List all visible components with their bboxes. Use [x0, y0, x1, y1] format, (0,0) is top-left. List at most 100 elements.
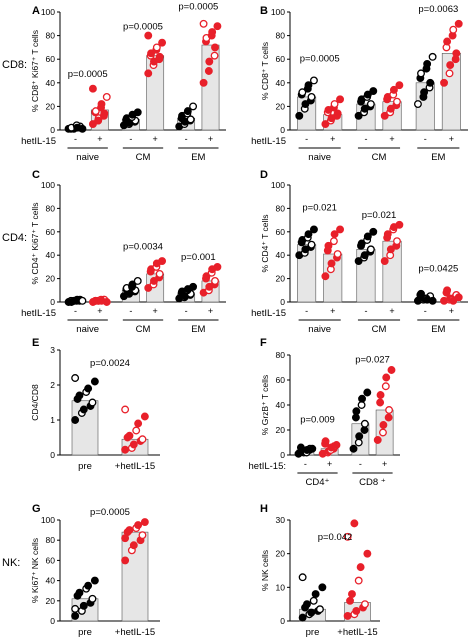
data-point — [363, 388, 372, 397]
treatment-sign: + — [389, 134, 394, 144]
data-point — [357, 401, 366, 409]
data-point — [121, 534, 130, 543]
y-tick-label: 20 — [276, 274, 286, 284]
data-point — [298, 88, 307, 97]
group-label: EM — [431, 152, 445, 163]
data-point — [132, 426, 141, 435]
data-point — [321, 120, 330, 129]
p-value-label: p=0.0005 — [90, 507, 130, 518]
data-point — [71, 416, 80, 424]
treatment-sign: + — [97, 306, 102, 316]
data-point — [343, 532, 352, 541]
p-value-label: p=0.027 — [355, 355, 390, 366]
panel-label: F — [260, 337, 267, 349]
treatment-sign: - — [305, 134, 308, 144]
data-point — [355, 432, 364, 441]
data-point — [134, 521, 143, 529]
data-point — [213, 262, 222, 271]
data-point — [102, 93, 111, 101]
y-axis-label: % CD4⁺ T cells — [260, 214, 270, 272]
data-point — [373, 436, 382, 444]
group-label: naive — [308, 152, 331, 163]
data-point — [393, 237, 401, 246]
data-point — [417, 289, 425, 298]
data-point — [307, 240, 316, 249]
data-point — [354, 576, 363, 585]
y-tick-label: 60 — [276, 375, 286, 385]
panel-h: H 0 10 20 30 % NK cells pre +hetIL-15 p=0.042 — [260, 503, 380, 638]
treatment-sign: - — [305, 306, 308, 316]
treatment-sign: + — [208, 134, 213, 144]
treatment-sign: - — [185, 134, 188, 144]
data-point — [204, 67, 213, 75]
data-point — [382, 373, 391, 382]
data-point — [333, 250, 342, 258]
group-label: pre — [78, 461, 92, 472]
data-point — [426, 78, 435, 87]
y-tick-label: 100 — [41, 515, 55, 525]
data-point — [78, 124, 87, 133]
p-value-label: p=0.042 — [318, 532, 353, 543]
group-label: pre — [78, 627, 92, 638]
y-tick-label: 100 — [271, 180, 285, 190]
y-tick-label: 60 — [276, 227, 286, 237]
treatment-label: hetIL-15 — [251, 136, 286, 147]
data-point — [395, 81, 404, 90]
y-axis-label: CD4/CD8 — [30, 384, 40, 421]
y-tick-label: 80 — [46, 203, 56, 213]
treatment-sign: + — [153, 306, 158, 316]
group-label: naive — [308, 324, 331, 335]
data-point — [316, 605, 324, 614]
data-point — [389, 85, 398, 94]
y-tick-label: 0 — [50, 616, 55, 626]
data-point — [336, 95, 345, 104]
y-axis-label: % GrzB⁺ T cells — [260, 375, 270, 435]
bar — [297, 244, 317, 303]
treatment-sign: - — [304, 459, 307, 469]
data-point — [307, 93, 316, 101]
data-point — [140, 518, 149, 526]
group-label: +hetIL-15 — [337, 627, 377, 638]
data-point — [144, 69, 153, 78]
y-tick-label: 40 — [46, 78, 56, 88]
data-point — [88, 398, 97, 407]
data-point — [352, 606, 361, 615]
group-label: CM — [372, 152, 387, 163]
data-point — [213, 22, 222, 31]
treatment-sign: + — [389, 306, 394, 316]
data-point — [443, 286, 452, 295]
group-label: EM — [191, 324, 205, 335]
data-point — [329, 237, 338, 246]
group-label: CM — [136, 324, 151, 335]
data-point — [199, 19, 208, 28]
data-point — [349, 444, 358, 453]
p-value-label: p=0.0005 — [68, 69, 108, 80]
data-point — [379, 428, 387, 437]
data-point — [454, 19, 463, 28]
treatment-sign: - — [359, 459, 362, 469]
data-point — [205, 57, 214, 66]
data-point — [445, 69, 454, 78]
data-point — [327, 259, 336, 268]
panel-e: E 0 1 2 3 CD4/CD8 pre +hetIL-15 p=0.0024 — [30, 337, 160, 472]
data-point — [301, 100, 310, 108]
data-point — [386, 245, 395, 254]
data-point — [202, 272, 211, 281]
data-point — [71, 374, 80, 382]
data-point — [90, 576, 99, 585]
data-point — [129, 440, 138, 449]
data-point — [138, 435, 147, 444]
data-point — [121, 445, 130, 454]
panel-label: B — [260, 5, 268, 17]
data-point — [133, 108, 142, 117]
y-tick-label: 0 — [50, 125, 55, 135]
group-label: EM — [431, 324, 445, 335]
y-tick-label: 100 — [271, 7, 285, 17]
data-point — [350, 519, 359, 528]
y-tick-label: 60 — [46, 227, 56, 237]
data-point — [440, 78, 449, 87]
data-point — [363, 549, 372, 558]
data-point — [309, 225, 318, 234]
y-tick-label: 20 — [276, 101, 286, 111]
data-point — [333, 109, 342, 118]
